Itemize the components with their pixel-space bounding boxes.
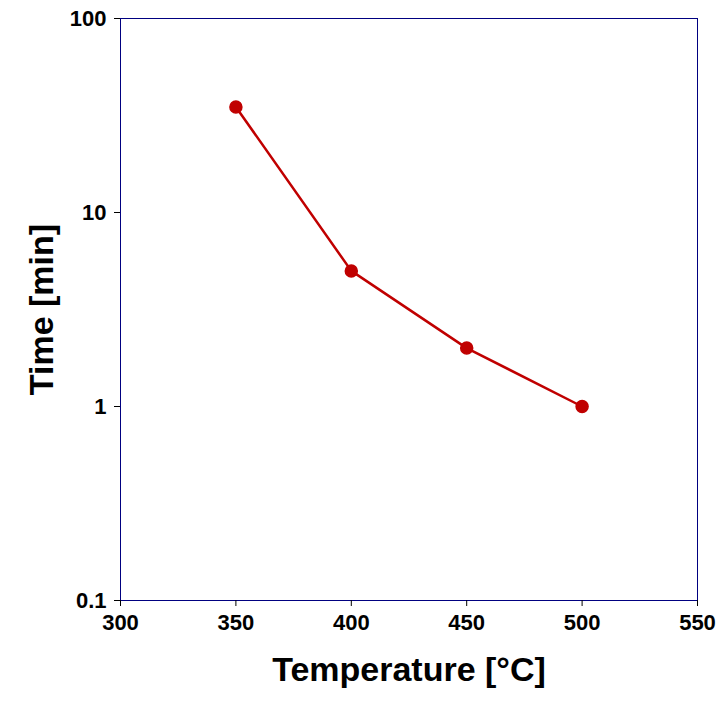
- svg-text:10: 10: [82, 200, 106, 225]
- svg-text:450: 450: [448, 610, 485, 635]
- svg-text:100: 100: [70, 6, 107, 31]
- svg-text:300: 300: [102, 610, 139, 635]
- svg-text:Temperature [°C]: Temperature [°C]: [272, 650, 546, 688]
- svg-text:350: 350: [218, 610, 255, 635]
- svg-text:550: 550: [679, 610, 716, 635]
- svg-text:1: 1: [94, 394, 106, 419]
- svg-text:0.1: 0.1: [76, 588, 107, 613]
- svg-text:400: 400: [333, 610, 370, 635]
- svg-text:Time [min]: Time [min]: [22, 224, 60, 395]
- svg-text:500: 500: [564, 610, 601, 635]
